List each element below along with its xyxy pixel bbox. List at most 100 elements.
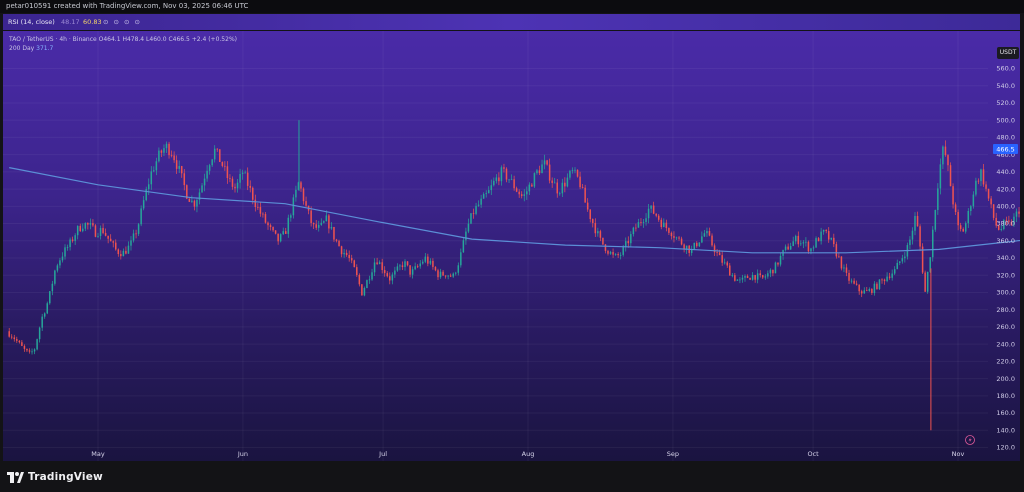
candle-body[interactable] xyxy=(92,223,94,226)
candle-body[interactable] xyxy=(142,200,145,209)
candle-body[interactable] xyxy=(120,254,122,257)
candle-body[interactable] xyxy=(515,188,518,192)
candle-body[interactable] xyxy=(254,199,257,208)
rsi-indicator-strip[interactable]: RSI (14, close) 48.17 60.83 ⊙ ⊙ ⊙ ⊙ xyxy=(3,14,1020,30)
candle-body[interactable] xyxy=(926,271,929,292)
candle-body[interactable] xyxy=(305,201,307,206)
candle-body[interactable] xyxy=(614,253,617,255)
candle-body[interactable] xyxy=(739,279,741,281)
candle-body[interactable] xyxy=(909,239,911,246)
candle-body[interactable] xyxy=(467,223,470,232)
price-chart-area[interactable]: 120.0 140.0 160.0 180.0 200.0 220.0 240.0 260.0… xyxy=(3,31,1020,461)
candle-body[interactable] xyxy=(36,339,38,350)
candle-body[interactable] xyxy=(848,272,850,281)
candle-body[interactable] xyxy=(640,222,642,223)
candle-body[interactable] xyxy=(815,238,817,248)
candle-body[interactable] xyxy=(784,246,787,250)
candle-body[interactable] xyxy=(949,165,952,187)
candle-body[interactable] xyxy=(840,256,843,269)
candle-body[interactable] xyxy=(74,235,76,241)
candle-body[interactable] xyxy=(914,216,916,231)
candle-body[interactable] xyxy=(977,180,980,182)
candle-body[interactable] xyxy=(990,198,992,205)
candle-body[interactable] xyxy=(574,169,576,171)
candle-body[interactable] xyxy=(333,227,335,240)
candle-body[interactable] xyxy=(267,222,269,226)
candle-body[interactable] xyxy=(602,237,604,245)
candle-body[interactable] xyxy=(800,243,802,245)
last-price-tag[interactable] xyxy=(993,144,1018,155)
candle-body[interactable] xyxy=(282,231,284,235)
candlestick-chart[interactable]: 120.0 140.0 160.0 180.0 200.0 220.0 240.0 260.0… xyxy=(3,31,1020,461)
candle-body[interactable] xyxy=(259,207,262,214)
candle-body[interactable] xyxy=(130,240,132,246)
candle-body[interactable] xyxy=(452,273,454,277)
candle-body[interactable] xyxy=(503,167,505,169)
candle-body[interactable] xyxy=(678,237,680,239)
candle-body[interactable] xyxy=(211,159,213,166)
candle-body[interactable] xyxy=(249,185,251,188)
tradingview-logo[interactable]: TradingView xyxy=(7,471,103,483)
candle-body[interactable] xyxy=(457,265,460,273)
candle-body[interactable] xyxy=(944,146,947,156)
candle-body[interactable] xyxy=(845,267,848,273)
candle-body[interactable] xyxy=(810,248,812,252)
candle-body[interactable] xyxy=(734,275,736,281)
candle-body[interactable] xyxy=(538,170,541,174)
candle-body[interactable] xyxy=(477,204,480,206)
candle-body[interactable] xyxy=(302,188,305,202)
candle-body[interactable] xyxy=(295,189,297,198)
candle-body[interactable] xyxy=(746,276,749,278)
candle-body[interactable] xyxy=(807,241,810,252)
candle-body[interactable] xyxy=(498,177,500,182)
candle-body[interactable] xyxy=(825,229,827,231)
candle-body[interactable] xyxy=(541,164,543,174)
candle-body[interactable] xyxy=(132,233,135,241)
candle-body[interactable] xyxy=(427,256,429,264)
candle-body[interactable] xyxy=(729,265,731,276)
candle-body[interactable] xyxy=(323,221,325,223)
candle-body[interactable] xyxy=(221,161,224,166)
candle-body[interactable] xyxy=(520,194,523,196)
candle-body[interactable] xyxy=(850,280,853,282)
candle-body[interactable] xyxy=(607,250,609,254)
candle-body[interactable] xyxy=(383,270,386,274)
ma-legend-line[interactable]: 200 Day 371.7 xyxy=(9,44,237,53)
candle-body[interactable] xyxy=(69,239,71,248)
candle-body[interactable] xyxy=(373,262,376,273)
candle-body[interactable] xyxy=(284,231,287,234)
candle-body[interactable] xyxy=(87,223,89,225)
candle-body[interactable] xyxy=(754,275,756,280)
candle-body[interactable] xyxy=(690,248,693,253)
candle-body[interactable] xyxy=(975,180,977,195)
candle-body[interactable] xyxy=(82,228,84,232)
candle-body[interactable] xyxy=(716,252,718,253)
candle-body[interactable] xyxy=(683,244,685,250)
candle-body[interactable] xyxy=(13,337,16,340)
candle-body[interactable] xyxy=(343,252,345,255)
candle-body[interactable] xyxy=(696,242,698,247)
candle-body[interactable] xyxy=(668,228,670,233)
candle-body[interactable] xyxy=(297,182,300,190)
candle-body[interactable] xyxy=(779,255,782,265)
candle-body[interactable] xyxy=(125,250,127,254)
candle-body[interactable] xyxy=(137,224,140,234)
candle-body[interactable] xyxy=(279,234,282,242)
candle-body[interactable] xyxy=(442,271,444,276)
candle-body[interactable] xyxy=(462,240,465,253)
candle-body[interactable] xyxy=(56,265,59,271)
candle-body[interactable] xyxy=(1015,211,1018,217)
candle-body[interactable] xyxy=(533,173,536,187)
candle-body[interactable] xyxy=(543,160,546,165)
candle-body[interactable] xyxy=(66,247,69,248)
candle-body[interactable] xyxy=(954,204,957,213)
candle-body[interactable] xyxy=(28,350,31,352)
candle-body[interactable] xyxy=(706,231,708,234)
candle-body[interactable] xyxy=(246,172,249,186)
candle-body[interactable] xyxy=(896,262,899,270)
candle-body[interactable] xyxy=(112,241,114,243)
candle-body[interactable] xyxy=(835,244,838,257)
candle-body[interactable] xyxy=(350,258,353,261)
candle-body[interactable] xyxy=(43,313,46,317)
candle-body[interactable] xyxy=(264,214,267,223)
